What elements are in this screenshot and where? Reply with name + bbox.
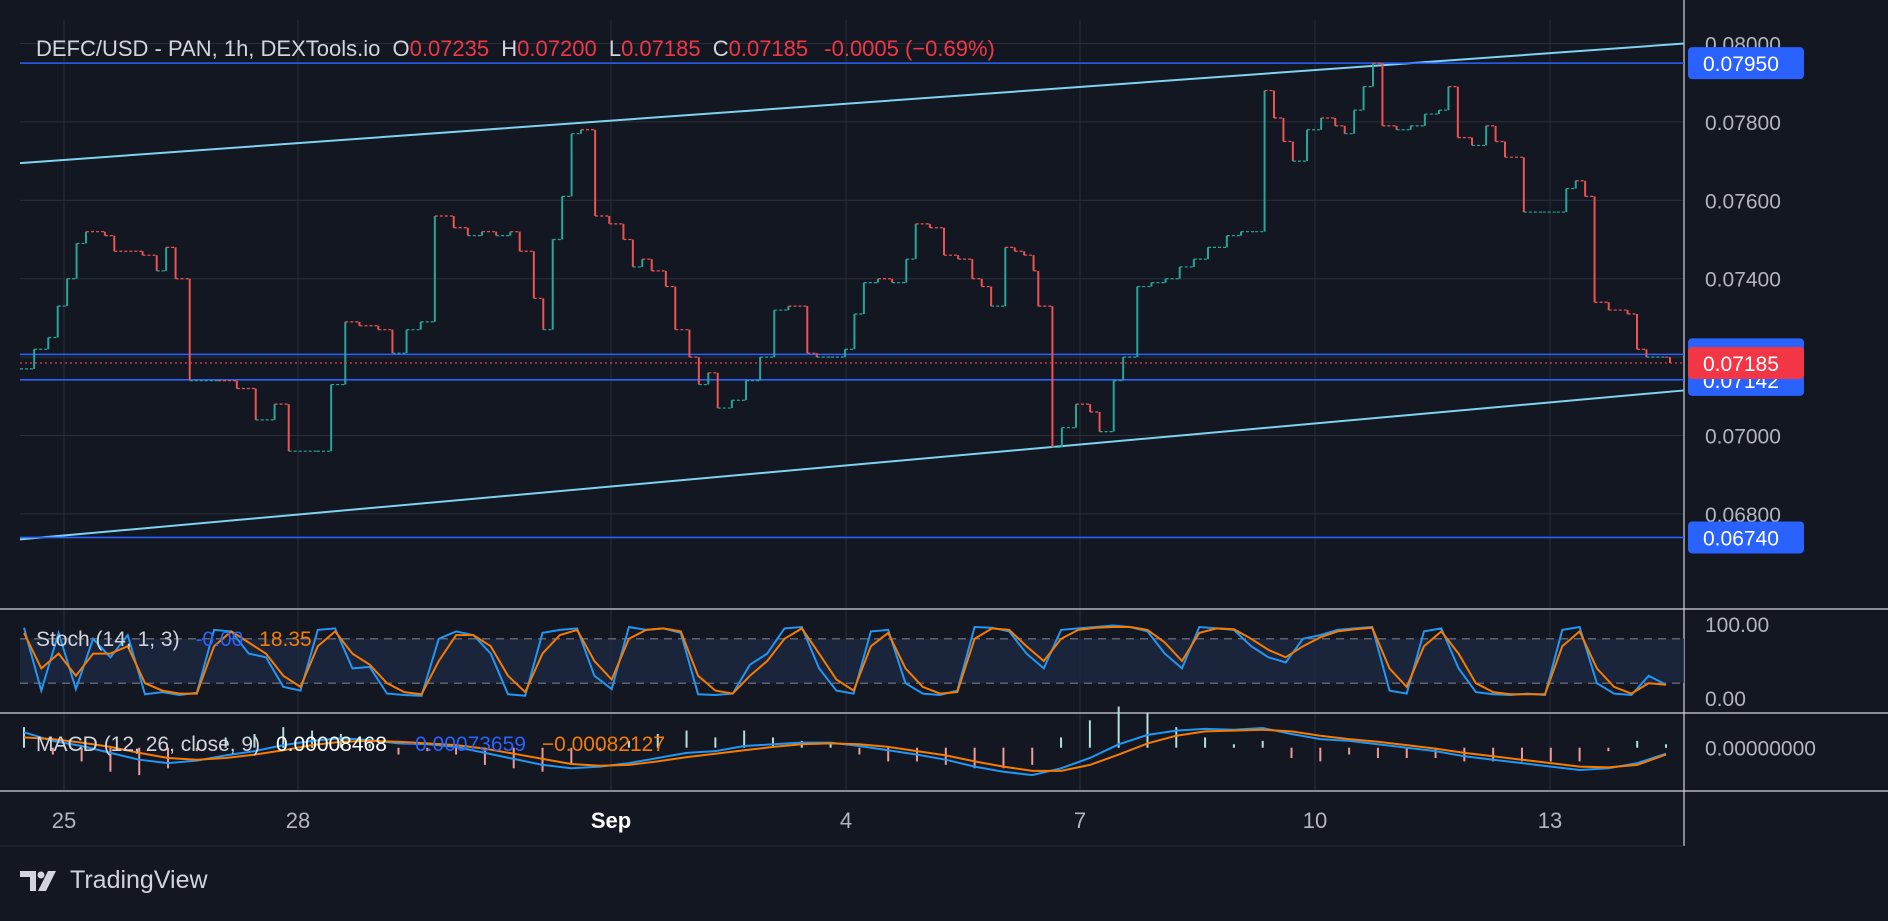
change-value: -0.0005 (−0.69%) bbox=[824, 36, 995, 61]
last-price-badge: 0.07185 bbox=[1703, 353, 1779, 376]
stoch-legend[interactable]: Stoch (14, 1, 3) -0.00 18.35 bbox=[36, 628, 312, 652]
symbol-title[interactable]: DEFC/USD - PAN, 1h, DEXTools.io bbox=[36, 36, 381, 61]
low-value: 0.07185 bbox=[621, 36, 701, 61]
level-badge: 0.07950 bbox=[1703, 53, 1779, 76]
open-value: 0.07235 bbox=[409, 36, 490, 61]
close-label: C bbox=[712, 36, 729, 61]
time-tick-label: 7 bbox=[1074, 808, 1086, 833]
brand[interactable]: TradingView bbox=[20, 866, 208, 895]
stoch-tick-label: 100.00 bbox=[1705, 614, 1769, 637]
stoch-band-fill bbox=[20, 638, 1684, 684]
level-badge: 0.06740 bbox=[1703, 527, 1779, 550]
grid bbox=[0, 0, 1888, 847]
tradingview-logo-icon bbox=[20, 870, 56, 891]
time-tick-label: 10 bbox=[1303, 808, 1327, 833]
close-value: 0.07185 bbox=[728, 36, 809, 61]
stoch-d-value: 18.35 bbox=[259, 628, 312, 651]
macd-legend[interactable]: MACD (12, 26, close, 9) 0.00008468 −0.00… bbox=[36, 733, 665, 757]
stoch-k-value: -0.00 bbox=[195, 628, 244, 651]
stoch-params: (14, 1, 3) bbox=[95, 628, 180, 651]
stoch-tick-label: 0.00 bbox=[1705, 688, 1746, 711]
macd-tick-label: 0.00000000 bbox=[1705, 738, 1816, 761]
level-badge-bg bbox=[1688, 521, 1804, 554]
macd-pane[interactable] bbox=[23, 706, 1667, 777]
macd-signal-line bbox=[23, 728, 1667, 772]
symbol-header: DEFC/USD - PAN, 1h, DEXTools.io O0.07235… bbox=[36, 36, 995, 62]
time-tick-label: 13 bbox=[1538, 808, 1562, 833]
axes: 0.080000.078000.076000.074000.070000.068… bbox=[52, 34, 1816, 833]
time-tick-label: 28 bbox=[286, 808, 310, 833]
last-price-badge-bg bbox=[1688, 347, 1804, 379]
trendline bbox=[19, 389, 1685, 541]
stoch-pane[interactable] bbox=[20, 624, 1684, 697]
time-tick-label: 4 bbox=[840, 808, 852, 833]
price-pane[interactable] bbox=[19, 42, 1685, 541]
high-label: H bbox=[501, 36, 518, 61]
price-tick-label: 0.07000 bbox=[1705, 426, 1781, 449]
macd-signal-value: −0.00082127 bbox=[541, 733, 666, 756]
macd-title: MACD bbox=[36, 733, 98, 756]
level-badge-bg bbox=[1688, 47, 1804, 80]
stoch-title: Stoch bbox=[36, 628, 90, 651]
price-tick-label: 0.07400 bbox=[1705, 269, 1781, 292]
brand-name: TradingView bbox=[70, 866, 208, 894]
open-label: O bbox=[392, 36, 410, 61]
macd-hist-value: 0.00008468 bbox=[275, 733, 387, 756]
high-value: 0.07200 bbox=[517, 36, 597, 61]
macd-line-value: −0.00073659 bbox=[402, 733, 526, 756]
macd-params: (12, 26, close, 9) bbox=[103, 733, 261, 756]
low-label: L bbox=[608, 36, 622, 61]
stoch-d-line bbox=[23, 626, 1667, 696]
price-tick-label: 0.07600 bbox=[1705, 190, 1781, 213]
time-tick-label: 25 bbox=[52, 808, 76, 833]
time-tick-label: Sep bbox=[591, 808, 631, 833]
price-tick-label: 0.07800 bbox=[1705, 112, 1781, 135]
price-tick-label: 0.06800 bbox=[1705, 504, 1781, 527]
stoch-k-line bbox=[23, 624, 1667, 697]
